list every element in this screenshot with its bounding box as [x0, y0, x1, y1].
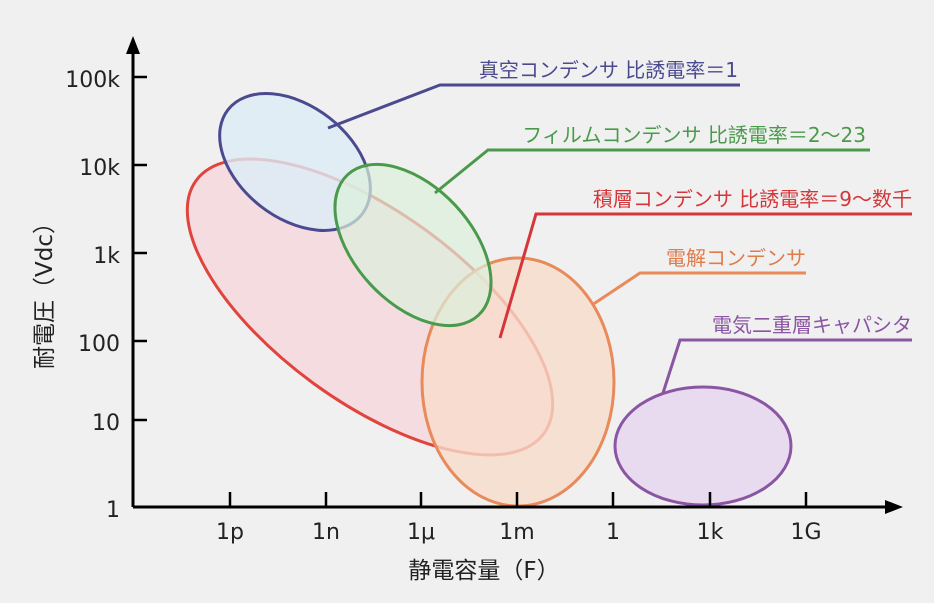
- y-tick-labels: 1 10 100 1k 10k 100k: [65, 68, 120, 523]
- y-tick-label: 1: [106, 498, 120, 523]
- x-axis-arrow: [885, 500, 903, 514]
- edlc-label: 電気二重層キャパシタ: [712, 313, 912, 337]
- electrolytic-label: 電解コンデンサ: [666, 246, 806, 270]
- leader-lines: [327, 83, 912, 394]
- y-tick-label: 10k: [79, 156, 120, 181]
- y-tick-label: 10: [92, 411, 120, 436]
- y-axis-arrow: [126, 36, 140, 54]
- axes: [131, 48, 890, 509]
- film-region: [333, 162, 493, 328]
- vacuum-label: 真空コンデンサ 比誘電率＝1: [479, 58, 738, 82]
- x-tick-label: 1μ: [407, 520, 435, 545]
- x-ticks: [228, 492, 808, 507]
- x-tick-label: 1m: [499, 520, 534, 545]
- x-tick-labels: 1p 1n 1μ 1m 1 1k 1G: [216, 520, 822, 545]
- region-labels: 真空コンデンサ 比誘電率＝1 フィルムコンデンサ 比誘電率＝2〜23 積層コンデ…: [479, 58, 912, 337]
- x-tick-label: 1p: [216, 520, 244, 545]
- x-tick-label: 1k: [697, 520, 724, 545]
- edlc-region: [613, 385, 793, 507]
- vacuum-leader: [327, 83, 740, 130]
- y-axis-title: 耐電圧（Vdc）: [32, 211, 58, 369]
- y-ticks: [133, 75, 147, 422]
- ceramic-leader: [498, 212, 912, 339]
- y-tick-label: 100: [78, 332, 120, 357]
- x-axis-title: 静電容量（F）: [408, 558, 559, 584]
- ceramic-label: 積層コンデンサ 比誘電率＝9〜数千: [593, 187, 912, 211]
- x-tick-label: 1n: [312, 520, 340, 545]
- film-label: フィルムコンデンサ 比誘電率＝2〜23: [522, 123, 866, 147]
- electrolytic-leader: [591, 271, 806, 307]
- x-tick-label: 1G: [790, 520, 821, 545]
- y-tick-label: 1k: [93, 244, 120, 269]
- film-leader: [434, 148, 870, 195]
- x-tick-label: 1: [606, 520, 620, 545]
- edlc-leader: [661, 338, 912, 394]
- y-tick-label: 100k: [65, 68, 120, 93]
